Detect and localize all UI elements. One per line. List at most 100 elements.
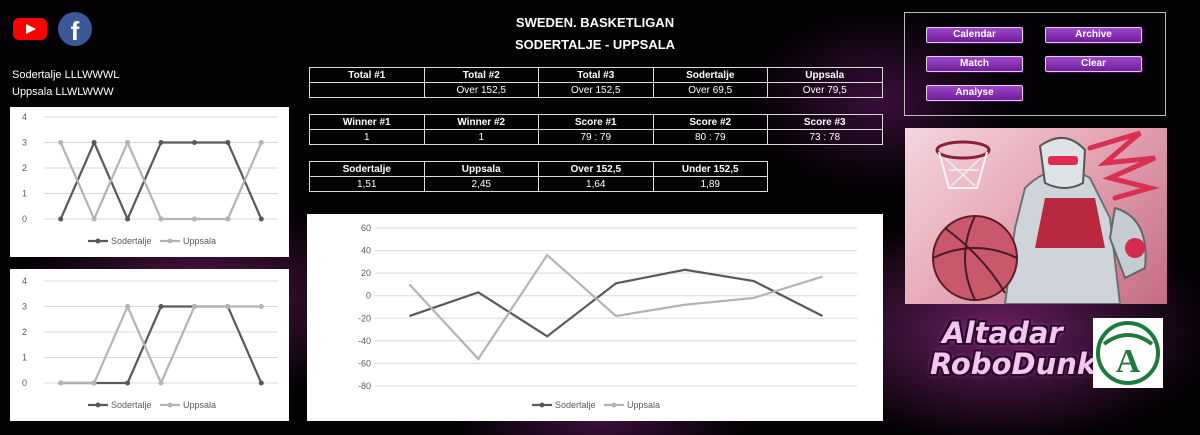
match-button[interactable]: Match — [926, 56, 1023, 72]
data-point — [158, 140, 164, 145]
y-tick-label: -20 — [358, 313, 371, 323]
y-tick-label: 4 — [22, 276, 27, 286]
y-tick-label: 1 — [22, 353, 27, 363]
data-point — [158, 216, 164, 222]
analyse-button[interactable]: Analyse — [926, 85, 1023, 101]
data-point — [91, 380, 97, 386]
data-point — [225, 304, 231, 309]
results-table: Winner #1 Winner #2 Score #1 Score #2 Sc… — [309, 114, 883, 145]
series-line-uppsala — [60, 303, 262, 386]
brand-logo: A — [1093, 318, 1163, 388]
match-title: SODERTALJE - UPPSALA — [514, 37, 676, 52]
logo-letter: A — [1116, 343, 1141, 380]
table-cell: Over 152,5 — [538, 82, 654, 98]
table-cell: Over 152,5 — [423, 82, 539, 98]
legend-marker — [167, 402, 173, 408]
y-tick-label: -40 — [358, 336, 371, 346]
series-line-uppsala — [408, 253, 823, 361]
y-tick-label: 0 — [22, 378, 27, 388]
data-point — [125, 304, 131, 309]
table-cell: 2,45 — [423, 176, 539, 192]
brand-wordmark: Altadar RoboDunk — [930, 316, 1096, 380]
y-tick-label: 1 — [22, 189, 27, 199]
legend-marker — [167, 238, 173, 244]
table-cell: 79 : 79 — [538, 129, 654, 145]
calendar-button[interactable]: Calendar — [926, 27, 1023, 43]
legend-marker — [539, 402, 545, 408]
data-point — [191, 304, 197, 309]
data-point — [58, 380, 64, 386]
table-header: Score #3 — [767, 114, 883, 130]
home-form-chart: 0 1 2 3 4 Sodertalje Uppsala — [10, 107, 289, 257]
data-point — [125, 380, 131, 386]
y-tick-label: 2 — [22, 163, 27, 173]
clear-button[interactable]: Clear — [1045, 56, 1142, 72]
legend-label: Uppsala — [183, 400, 216, 410]
data-point — [125, 216, 131, 222]
data-point — [225, 216, 231, 222]
data-point — [91, 216, 97, 222]
table-cell: Over 79,5 — [767, 82, 883, 98]
away-form-chart: 0 1 2 3 4 Sodertalje Uppsala — [10, 269, 289, 421]
table-header: Sodertalje — [309, 161, 425, 177]
robot-basketball-image — [905, 128, 1167, 304]
table-header: Over 152,5 — [538, 161, 654, 177]
table-cell: 1,89 — [652, 176, 768, 192]
brand-line-1: Altadar — [942, 316, 1063, 350]
home-form: Sodertalje LLLWWWL — [12, 69, 120, 81]
points-diff-chart: -80 -60 -40 -20 0 20 40 60 Sodertalje Uppsala — [307, 214, 883, 421]
legend-marker — [95, 238, 101, 244]
archive-button[interactable]: Archive — [1045, 27, 1142, 43]
league-title: SWEDEN. BASKETLIGAN — [515, 15, 675, 30]
totals-table: Total #1 Total #2 Total #3 Sodertalje Up… — [309, 67, 883, 98]
robot-illustration — [932, 130, 1160, 304]
legend-label: Uppsala — [183, 236, 216, 246]
table-header: Total #1 — [309, 67, 425, 83]
chart-svg: 0 1 2 3 4 Sodertalje Uppsala — [22, 112, 278, 246]
youtube-icon[interactable] — [13, 18, 47, 40]
y-tick-label: 20 — [361, 268, 371, 278]
odds-table: Sodertalje Uppsala Over 152,5 Under 152,… — [309, 161, 768, 192]
series-line-sodertalje — [59, 139, 263, 222]
table-header: Uppsala — [767, 67, 883, 83]
y-tick-label: 60 — [361, 223, 371, 233]
data-point — [191, 216, 197, 222]
table-cell: 73 : 78 — [767, 129, 883, 145]
chart-svg: 0 1 2 3 4 Sodertalje Uppsala — [22, 276, 278, 410]
legend-label: Sodertalje — [111, 400, 152, 410]
table-cell: 1,51 — [309, 176, 425, 192]
chart-svg: -80 -60 -40 -20 0 20 40 60 Sodertalje Uppsala — [358, 223, 857, 410]
y-tick-label: 4 — [22, 112, 27, 122]
table-header: Score #1 — [538, 114, 654, 130]
data-point — [158, 380, 164, 386]
data-point — [258, 304, 264, 309]
table-cell: 80 : 79 — [652, 129, 768, 145]
table-header: Sodertalje — [652, 67, 768, 83]
table-cell: 1 — [309, 129, 425, 145]
data-point — [58, 140, 64, 145]
logo-icon: A — [1096, 321, 1160, 385]
table-cell — [309, 82, 425, 98]
y-tick-label: 3 — [22, 138, 27, 148]
data-point — [191, 140, 197, 145]
data-point — [258, 380, 264, 386]
series-line-uppsala — [59, 139, 263, 222]
series-line-sodertalje — [60, 305, 263, 385]
table-header: Under 152,5 — [652, 161, 768, 177]
data-point — [58, 216, 64, 222]
data-point — [91, 140, 97, 145]
facebook-icon[interactable]: f — [58, 12, 92, 46]
table-cell: Over 69,5 — [652, 82, 768, 98]
y-tick-label: -80 — [358, 381, 371, 391]
series-line-sodertalje — [409, 268, 824, 338]
table-header: Total #2 — [423, 67, 539, 83]
data-point — [258, 216, 264, 222]
table-header: Winner #1 — [309, 114, 425, 130]
legend-marker — [611, 402, 617, 408]
button-panel: Calendar Archive Match Clear Analyse — [904, 12, 1166, 116]
table-header: Winner #2 — [423, 114, 539, 130]
table-cell: 1,64 — [538, 176, 654, 192]
y-tick-label: -60 — [358, 358, 371, 368]
legend-label: Uppsala — [627, 400, 660, 410]
table-header: Total #3 — [538, 67, 654, 83]
